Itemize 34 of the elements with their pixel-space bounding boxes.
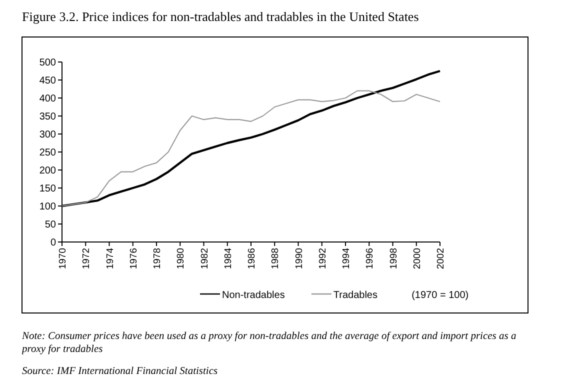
x-tick-label: 1998 — [388, 248, 400, 270]
x-tick-label: 1980 — [176, 248, 187, 270]
y-tick-label: 250 — [39, 148, 56, 158]
x-tick-label: 1978 — [152, 248, 163, 270]
x-tick-label: 1986 — [246, 248, 258, 270]
y-tick-label: 150 — [39, 184, 56, 194]
x-tick-label: 1972 — [81, 248, 92, 270]
y-tick-label: 450 — [39, 76, 56, 86]
x-tick-label: 2002 — [436, 248, 446, 270]
y-tick-label: 0 — [50, 238, 56, 248]
y-tick-label: 100 — [39, 202, 56, 212]
x-tick-label: 1976 — [128, 248, 140, 270]
x-tick-label: 1996 — [364, 248, 376, 270]
x-tick-label: 1970 — [58, 248, 68, 270]
y-tick-label: 50 — [44, 220, 56, 230]
x-tick-label: 1982 — [199, 248, 210, 270]
legend-label: Tradables — [333, 290, 378, 301]
legend-label: Non-tradables — [222, 290, 285, 301]
y-tick-label: 300 — [39, 130, 56, 140]
x-tick-label: 1984 — [222, 248, 234, 270]
x-tick-label: 1992 — [317, 248, 328, 270]
x-tick-label: 1990 — [294, 248, 305, 270]
x-tick-label: 1994 — [341, 248, 352, 270]
line-series — [61, 90, 441, 207]
x-tick-label: 1974 — [104, 248, 116, 270]
y-tick-label: 350 — [39, 112, 56, 122]
y-tick-label: 500 — [39, 58, 56, 68]
source-note: Source: IMF International Financial Statistics — [22, 366, 218, 377]
chart-title: Figure 3.2. Price indices for non-tradables and tradables in the United States — [22, 9, 419, 24]
y-tick-label: 400 — [39, 94, 56, 104]
text: (1970 = 100) — [412, 290, 469, 301]
x-tick-label: 1988 — [270, 248, 282, 270]
y-tick-label: 200 — [39, 166, 56, 176]
x-tick-label: 2000 — [412, 248, 423, 270]
